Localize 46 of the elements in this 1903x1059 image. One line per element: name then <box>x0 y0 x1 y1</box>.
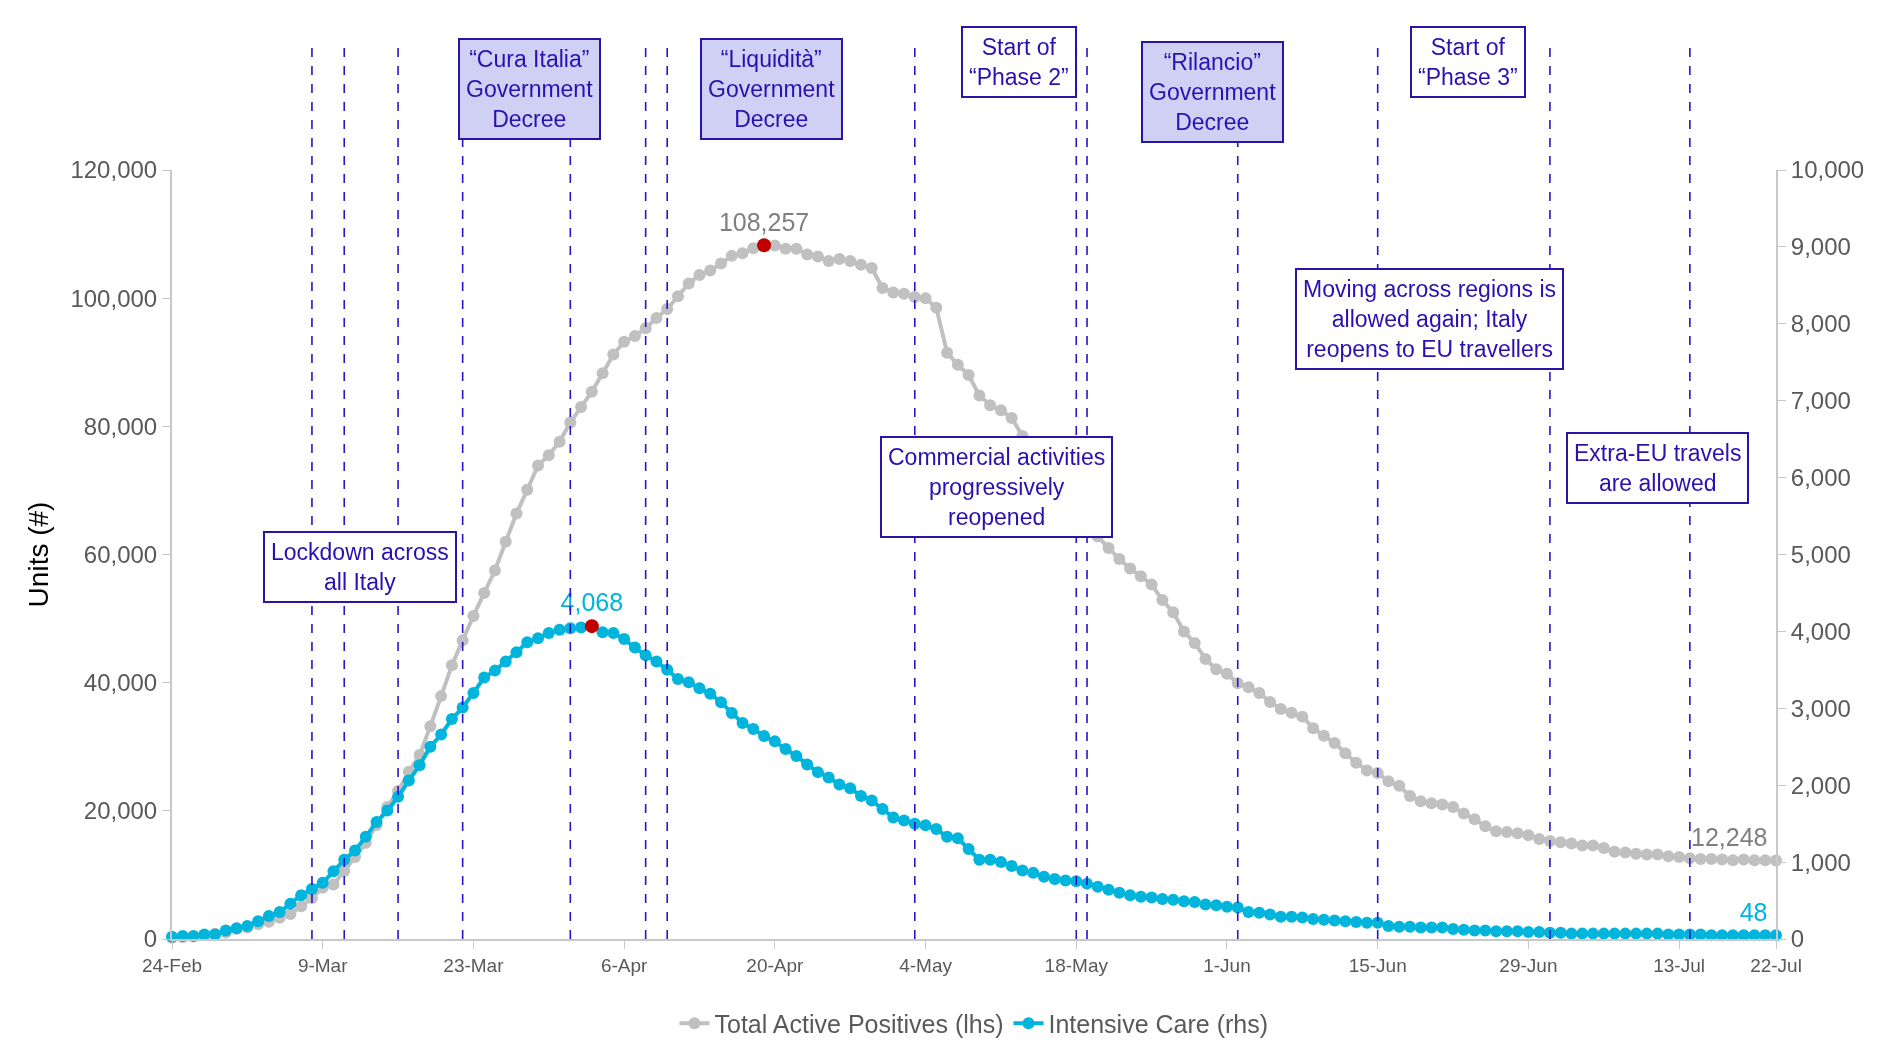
x-tick-label: 24-Feb <box>141 954 203 976</box>
text: Start of “Phase 2” <box>969 34 1069 90</box>
y-tick-label: 80,000 <box>83 412 158 440</box>
x-tick-label: 20-Apr <box>746 954 805 976</box>
y2-tick-label: 3,000 <box>1790 694 1851 722</box>
x-tick-label: 1-Jun <box>1203 954 1251 976</box>
data-label: 108,257 <box>718 207 810 236</box>
y2-tick-label: 6,000 <box>1790 464 1851 491</box>
y-tick-label: 120,000 <box>70 156 158 184</box>
x-tick-label: 18-May <box>1044 954 1109 976</box>
y2-tick-label: 5,000 <box>1790 540 1851 568</box>
legend-label: Total Active Positives (lhs) <box>714 1010 1004 1039</box>
x-tick-label: 22-Jul <box>1750 954 1802 976</box>
x-tick-label: 4-May <box>899 954 953 976</box>
y-tick-label: 20,000 <box>83 797 158 825</box>
annotation: Moving across regions is allowed again; Italy reopens to EU travellers <box>1303 276 1557 362</box>
legend-label: Intensive Care (rhs) <box>1048 1010 1269 1039</box>
y2-tick-label: 4,000 <box>1790 617 1851 645</box>
x-tick-label: 29-Jun <box>1499 954 1558 976</box>
x-tick-label: 23-Mar <box>443 954 505 976</box>
y-tick-label: 0 <box>143 925 158 953</box>
annotation: Commercial activities progressively reopened <box>888 444 1106 530</box>
data-label: 48 <box>1739 897 1768 926</box>
text: “Rilancio” Government Decree <box>1149 49 1277 135</box>
data-label: 4,068 <box>560 588 624 617</box>
y2-tick-label: 7,000 <box>1790 387 1851 415</box>
y-axis-title: Units (#) <box>22 501 54 608</box>
x-tick-label: 15-Jun <box>1348 954 1407 976</box>
y2-tick-label: 0 <box>1790 925 1805 953</box>
y-tick-label: 100,000 <box>70 284 158 312</box>
text: Start of “Phase 3” <box>1418 34 1518 90</box>
y2-tick-label: 10,000 <box>1790 156 1865 184</box>
x-tick-label: 9-Mar <box>297 954 349 976</box>
text: “Liquidità” Government Decree <box>708 46 836 132</box>
x-tick-label: 6-Apr <box>600 954 649 976</box>
y-tick-label: 60,000 <box>83 540 158 568</box>
y-tick-label: 40,000 <box>83 669 158 697</box>
text: “Cura Italia” Government Decree <box>466 46 594 132</box>
data-label: 12,248 <box>1691 822 1768 851</box>
annotation: Lockdown across all Italy <box>271 539 449 595</box>
y2-tick-label: 8,000 <box>1790 310 1851 338</box>
x-tick-label: 13-Jul <box>1653 954 1705 976</box>
annotation: Extra-EU travels are allowed <box>1574 440 1742 496</box>
y2-tick-label: 1,000 <box>1790 848 1851 876</box>
y2-tick-label: 2,000 <box>1790 771 1851 799</box>
y2-tick-label: 9,000 <box>1790 233 1851 261</box>
